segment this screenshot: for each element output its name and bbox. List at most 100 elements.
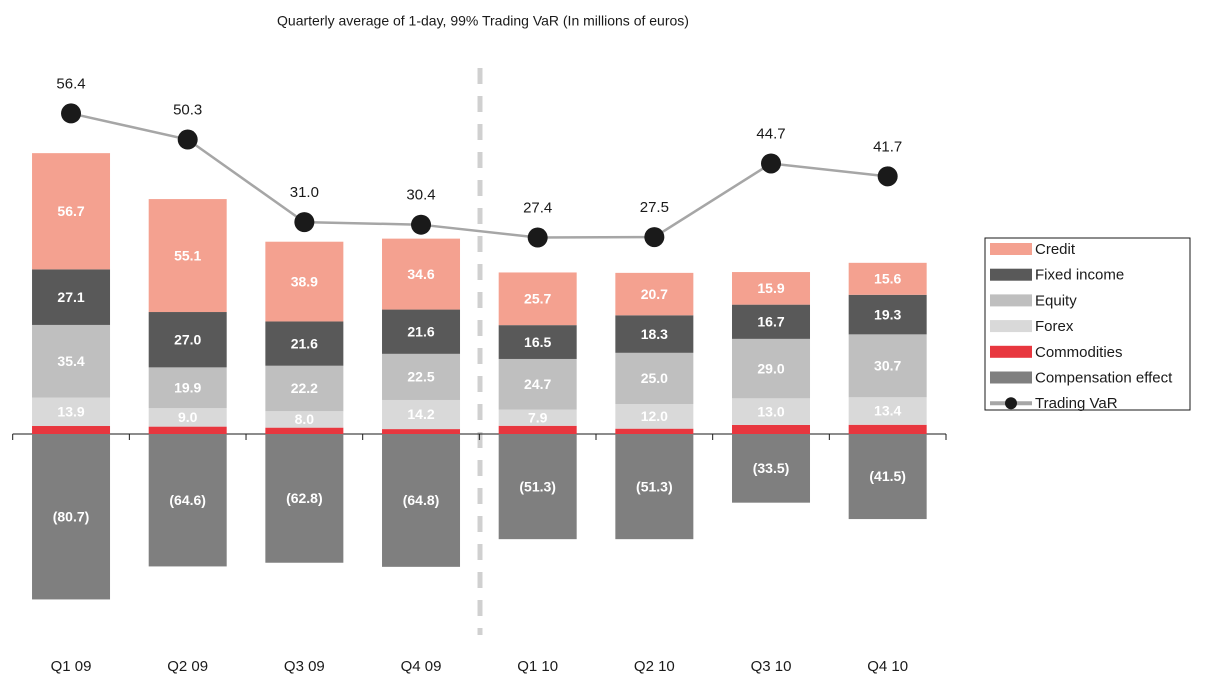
data-label: 20.7 xyxy=(641,286,668,302)
legend-swatch xyxy=(990,268,1032,281)
bar-segment xyxy=(382,238,461,310)
x-tick-label: Q4 09 xyxy=(401,658,442,675)
data-label: (62.8) xyxy=(286,490,323,506)
line-marker xyxy=(177,129,198,150)
data-label: 12.0 xyxy=(641,408,668,424)
data-label: (64.8) xyxy=(403,492,440,508)
bar-segment xyxy=(32,434,111,600)
data-label: 7.9 xyxy=(528,409,548,425)
data-label: (41.5) xyxy=(869,468,906,484)
data-label: 27.1 xyxy=(57,289,84,305)
bar-segment xyxy=(148,312,227,368)
data-label: 34.6 xyxy=(407,266,434,282)
data-label: 55.1 xyxy=(174,247,201,263)
bar-segment xyxy=(732,304,811,339)
bar-segment xyxy=(32,426,111,434)
line-marker xyxy=(527,227,548,248)
bar-segment xyxy=(848,294,927,335)
bar-segment xyxy=(498,325,577,359)
legend-label: Commodities xyxy=(1035,344,1123,361)
bar-segment xyxy=(148,408,227,427)
x-tick-label: Q3 09 xyxy=(284,658,325,675)
bar-segment xyxy=(848,424,927,434)
bar-segment xyxy=(265,427,344,434)
data-label: 18.3 xyxy=(641,326,668,342)
data-label: 15.6 xyxy=(874,271,901,287)
bar-segment xyxy=(32,324,111,398)
line-marker xyxy=(61,103,82,124)
data-label: 19.3 xyxy=(874,306,901,322)
line-marker xyxy=(761,153,782,174)
bar-segment xyxy=(615,434,694,540)
line-marker xyxy=(644,227,665,248)
bar-segment xyxy=(382,434,461,567)
bar-segment xyxy=(382,399,461,430)
data-label: (33.5) xyxy=(753,460,790,476)
data-label: 9.0 xyxy=(178,409,198,425)
legend-label: Trading VaR xyxy=(1035,395,1118,412)
data-label: 56.7 xyxy=(57,203,84,219)
data-label: 22.5 xyxy=(407,369,434,385)
data-label: 15.9 xyxy=(757,280,784,296)
data-label: 13.9 xyxy=(57,403,84,419)
bar-segment xyxy=(498,409,577,426)
bar-segment xyxy=(498,358,577,410)
bar-segment xyxy=(848,397,927,425)
bar-segment xyxy=(32,397,111,427)
data-label: (51.3) xyxy=(636,478,673,494)
data-label: (80.7) xyxy=(53,508,90,524)
data-label: 27.5 xyxy=(640,199,669,216)
line-marker xyxy=(294,212,315,233)
legend-label: Credit xyxy=(1035,241,1076,258)
bar-segment xyxy=(265,434,344,563)
data-label: 44.7 xyxy=(756,125,785,142)
bar-segment xyxy=(498,272,577,326)
data-label: 50.3 xyxy=(173,101,202,118)
bar-segment xyxy=(148,426,227,434)
data-label: 25.7 xyxy=(524,291,551,307)
data-label: 25.0 xyxy=(641,370,668,386)
legend-label: Forex xyxy=(1035,318,1074,335)
bar-segment xyxy=(498,434,577,540)
line-marker xyxy=(411,214,432,235)
bar-segment xyxy=(732,434,811,503)
data-label: 41.7 xyxy=(873,138,902,155)
bar-segment xyxy=(148,367,227,409)
legend-swatch xyxy=(990,294,1032,307)
data-label: 38.9 xyxy=(291,273,318,289)
bar-segment xyxy=(148,199,227,313)
data-label: 21.6 xyxy=(291,335,318,351)
bar-segment xyxy=(615,315,694,353)
legend-label: Fixed income xyxy=(1035,267,1124,284)
data-label: 8.0 xyxy=(295,411,315,427)
x-tick-label: Q4 10 xyxy=(867,658,908,675)
data-label: 19.9 xyxy=(174,379,201,395)
data-label: 27.4 xyxy=(523,199,552,216)
x-tick-label: Q1 09 xyxy=(51,658,92,675)
data-label: (64.6) xyxy=(169,492,206,508)
legend-label: Equity xyxy=(1035,292,1077,309)
bar-segment xyxy=(265,365,344,412)
x-tick-label: Q3 10 xyxy=(751,658,792,675)
bar-segment xyxy=(615,272,694,316)
x-tick-label: Q1 10 xyxy=(517,658,558,675)
legend-swatch xyxy=(990,371,1032,384)
bar-segment xyxy=(615,428,694,434)
bar-segment xyxy=(848,262,927,295)
bar-segment xyxy=(32,269,111,325)
bar-segment xyxy=(848,334,927,398)
bar-segment xyxy=(615,404,694,429)
legend-label: Compensation effect xyxy=(1035,369,1173,386)
legend-swatch xyxy=(1005,397,1017,410)
bar-segment xyxy=(382,353,461,400)
bar-segment xyxy=(615,352,694,405)
data-label: 30.4 xyxy=(406,187,435,204)
data-label: 14.2 xyxy=(407,406,434,422)
bar-segment xyxy=(732,398,811,425)
bar-segment xyxy=(848,434,927,520)
legend-swatch xyxy=(990,243,1032,255)
data-label: 13.4 xyxy=(874,403,901,419)
data-label: 31.0 xyxy=(290,184,319,201)
line-marker xyxy=(877,166,898,187)
